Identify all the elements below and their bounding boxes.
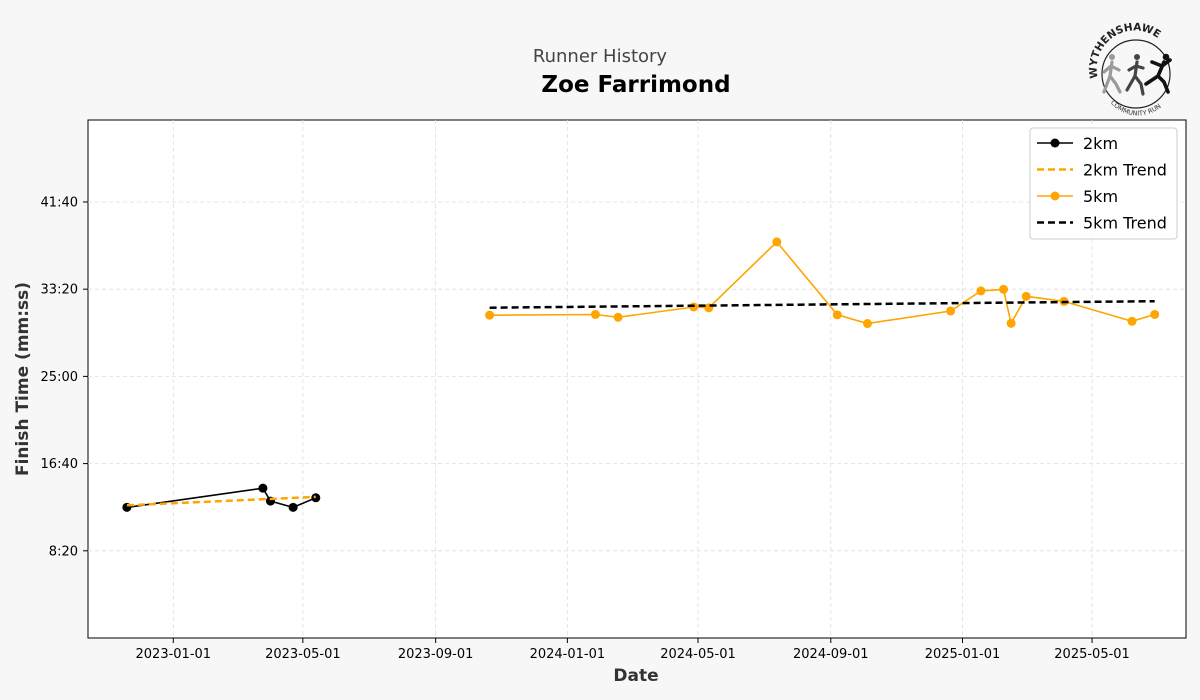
runner-dark-icon bbox=[1125, 54, 1145, 96]
series-5km-point bbox=[590, 309, 600, 319]
series-5km-point bbox=[1021, 291, 1031, 301]
series-layer bbox=[122, 237, 1160, 512]
x-tick-label: 2023-09-01 bbox=[398, 647, 474, 662]
series-5km-point bbox=[976, 286, 986, 296]
series-5km-point bbox=[999, 284, 1009, 294]
y-tick-label: 33:20 bbox=[41, 283, 78, 298]
legend-label: 2km bbox=[1083, 134, 1118, 153]
axes: 2023-01-01 2023-05-01 2023-09-01 2024-01-01… bbox=[41, 195, 1130, 662]
wythenshawe-logo: WYTHENSHAWE COMMUNITY RUN bbox=[1087, 21, 1172, 118]
grid-lines bbox=[88, 120, 1186, 638]
chart-subtitle: Runner History bbox=[532, 46, 668, 67]
series-5km-trend-line bbox=[489, 299, 1155, 309]
x-tick-label: 2024-05-01 bbox=[660, 647, 736, 662]
x-tick-label: 2024-01-01 bbox=[530, 647, 606, 662]
legend-label: 5km bbox=[1083, 187, 1118, 206]
x-axis-label: Date bbox=[613, 666, 658, 686]
legend-label: 5km Trend bbox=[1083, 214, 1167, 233]
series-5km-point bbox=[1150, 309, 1160, 319]
series-2km-point bbox=[258, 483, 268, 493]
legend-label: 2km Trend bbox=[1083, 161, 1167, 180]
series-2km-trend-line bbox=[126, 495, 316, 507]
logo-top-text: WYTHENSHAWE bbox=[1087, 21, 1162, 79]
series-5km-point bbox=[1006, 318, 1016, 328]
y-tick-label: 25:00 bbox=[41, 370, 78, 385]
series-5km-point bbox=[863, 319, 873, 329]
x-tick-label: 2024-09-01 bbox=[793, 647, 869, 662]
y-tick-label: 8:20 bbox=[49, 544, 78, 559]
x-tick-label: 2023-01-01 bbox=[136, 647, 212, 662]
y-tick-label: 16:40 bbox=[41, 457, 78, 472]
legend: 2km 2km Trend 5km 5km Trend bbox=[1029, 127, 1178, 240]
x-tick-label: 2025-01-01 bbox=[925, 647, 1001, 662]
legend-box bbox=[1029, 127, 1178, 240]
series-5km-point bbox=[946, 306, 956, 316]
series-5km-point bbox=[832, 310, 842, 320]
series-5km-point bbox=[485, 310, 495, 320]
legend-swatch-marker bbox=[1050, 138, 1060, 148]
logo-ring bbox=[1101, 39, 1171, 109]
series-5km-point bbox=[613, 312, 623, 322]
legend-swatch-marker bbox=[1050, 191, 1060, 201]
runner-grey-icon bbox=[1102, 54, 1122, 94]
runner-black-icon bbox=[1144, 53, 1172, 94]
plot-area bbox=[87, 119, 1187, 639]
series-2km-point bbox=[288, 502, 298, 512]
x-tick-label: 2023-05-01 bbox=[265, 647, 341, 662]
chart-title: Zoe Farrimond bbox=[541, 72, 731, 98]
y-tick-label: 41:40 bbox=[41, 195, 78, 210]
series-5km-point bbox=[1127, 316, 1137, 326]
series-5km-point bbox=[772, 237, 782, 247]
y-axis-label: Finish Time (mm:ss) bbox=[13, 282, 33, 476]
series-5km-line bbox=[489, 240, 1155, 326]
x-tick-label: 2025-05-01 bbox=[1054, 647, 1130, 662]
